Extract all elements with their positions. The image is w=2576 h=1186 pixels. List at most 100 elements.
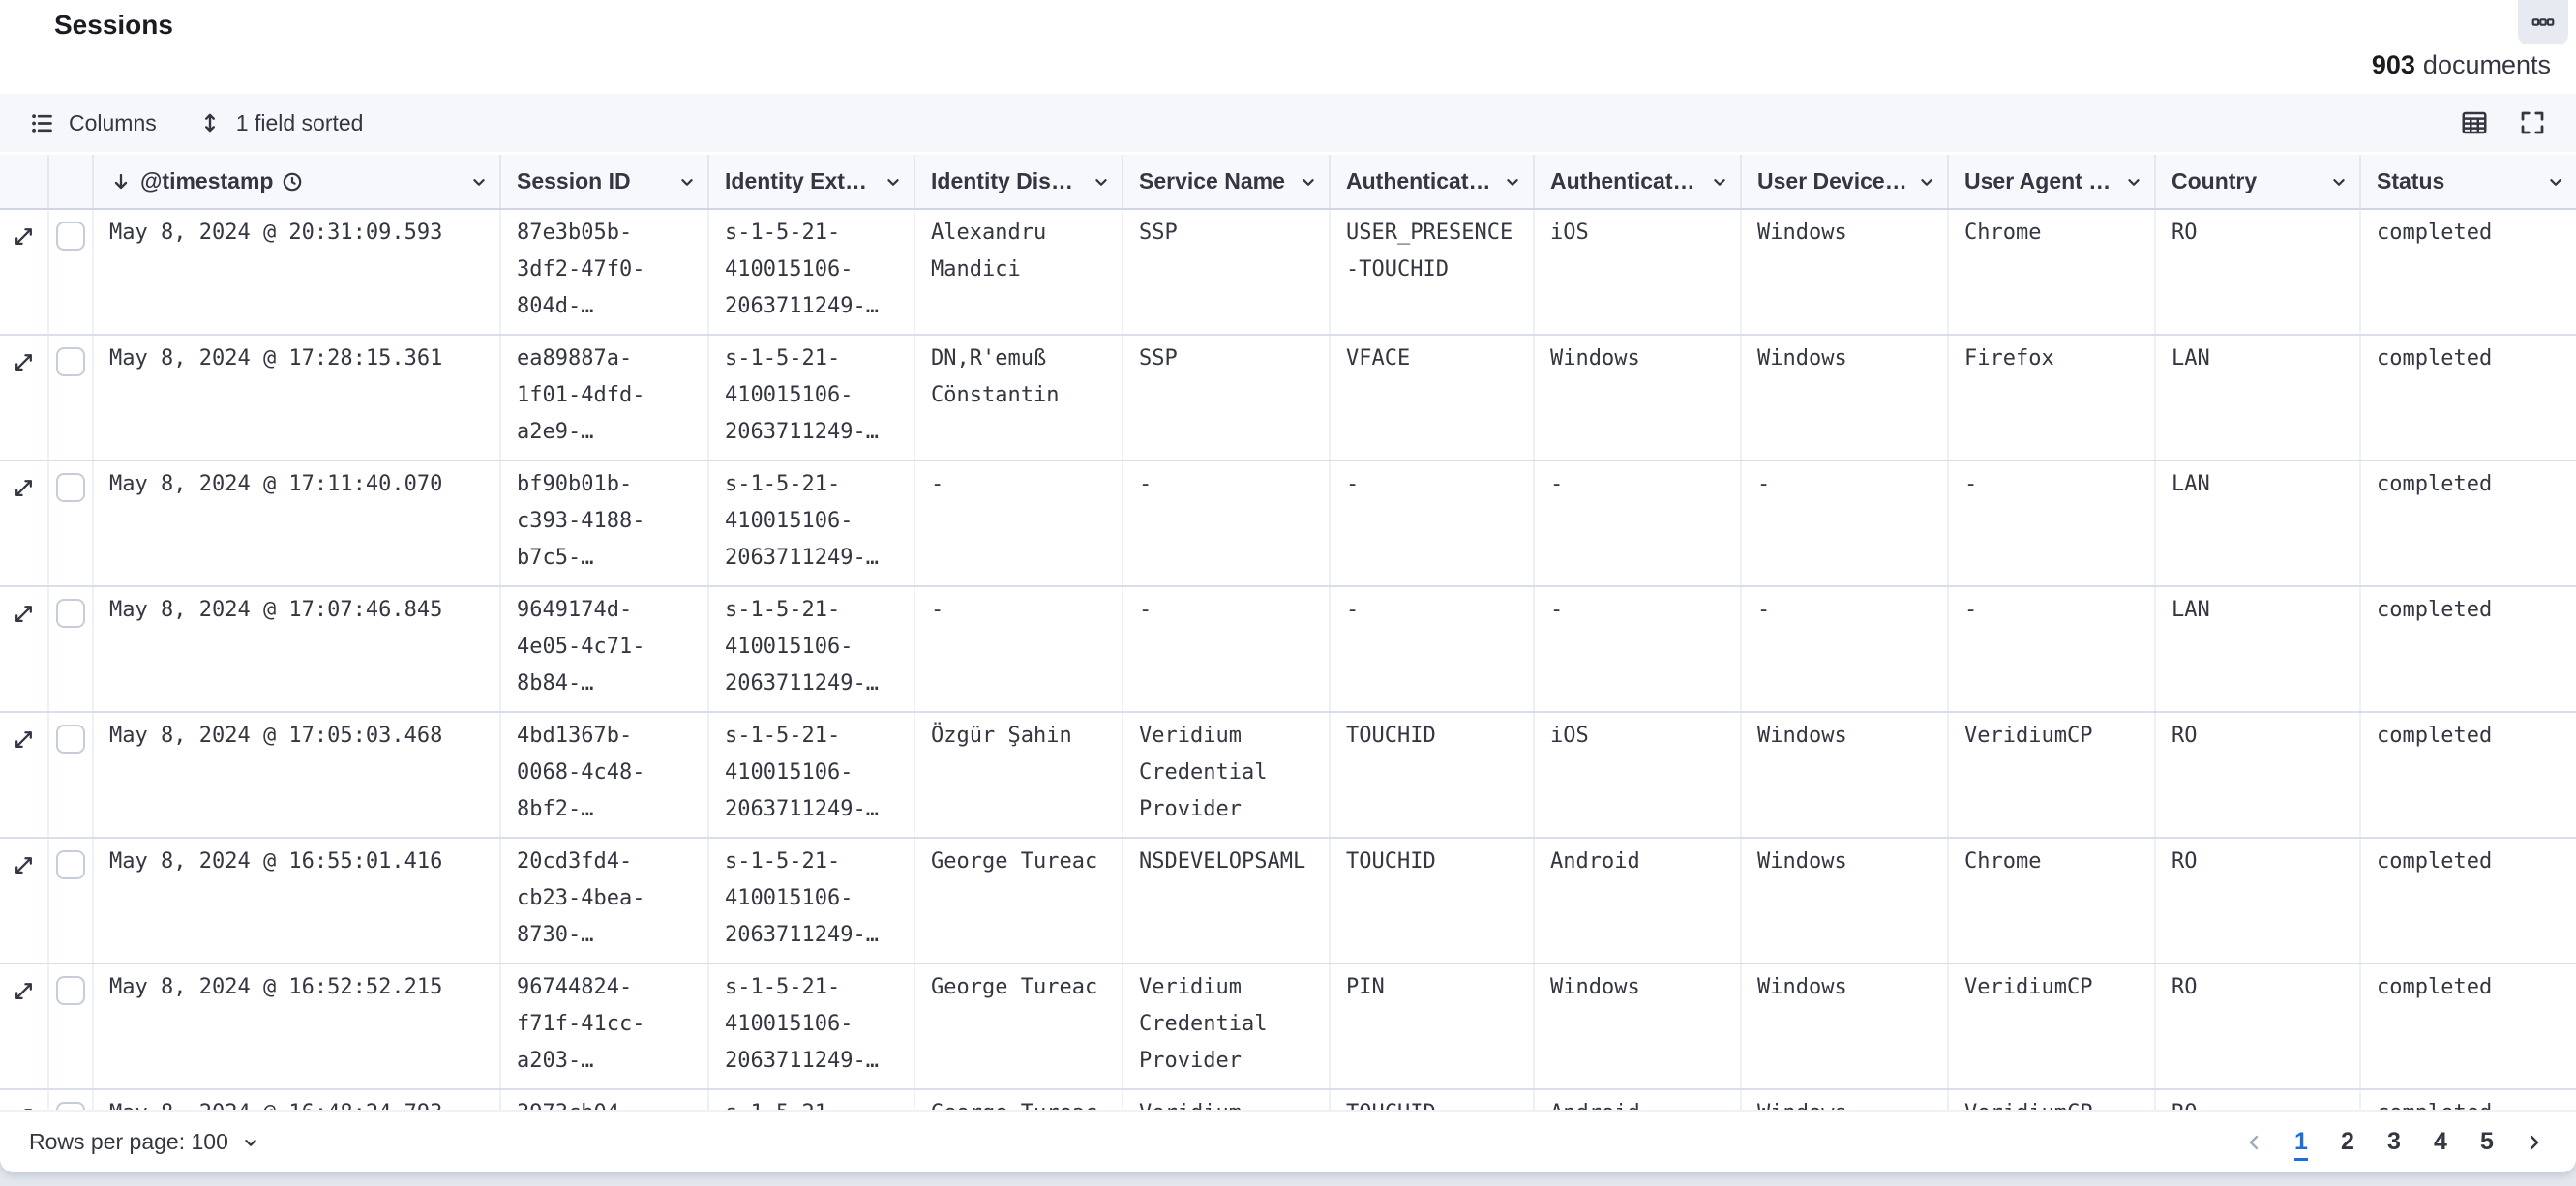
cell-status: completed (2377, 346, 2493, 371)
expand-row-button[interactable] (11, 347, 37, 376)
cell-timestamp: May 8, 2024 @ 17:28:15.361 (94, 336, 501, 460)
chevron-down-icon[interactable] (2545, 171, 2566, 193)
cell-status: completed (2377, 975, 2493, 999)
row-checkbox[interactable] (56, 976, 85, 1005)
fullscreen-button[interactable] (2518, 108, 2547, 137)
page-button-5[interactable]: 5 (2468, 1120, 2506, 1165)
header-identity-display[interactable]: Identity Dis… (915, 155, 1123, 208)
cell-authentication-2: Android (1535, 1090, 1742, 1110)
chevron-down-icon[interactable] (1709, 171, 1730, 193)
row-checkbox[interactable] (56, 850, 85, 879)
cell-identity-ext: s-1-5-21- 410015106- 2063711249-… (709, 1090, 915, 1110)
cell-authentication-2: iOS (1535, 713, 1742, 837)
expand-row-button[interactable] (11, 222, 37, 251)
expand-cell (0, 587, 49, 711)
cell-user-device: Windows (1742, 839, 1949, 963)
expand-row-button[interactable] (11, 599, 37, 628)
table-row: May 8, 2024 @ 17:11:40.070 bf90b01b- c39… (0, 461, 2576, 587)
cell-user-agent: Chrome (1949, 210, 2156, 334)
table-row: May 8, 2024 @ 20:31:09.593 87e3b05b- 3df… (0, 210, 2576, 336)
header-authentication-2[interactable]: Authenticat… (1535, 155, 1742, 208)
expand-cell (0, 461, 49, 585)
table-row: May 8, 2024 @ 17:05:03.468 4bd1367b- 006… (0, 713, 2576, 839)
cell-identity-ext: s-1-5-21- 410015106- 2063711249-… (709, 336, 915, 460)
expand-cell (0, 713, 49, 837)
chevron-down-icon[interactable] (468, 171, 490, 193)
cell-timestamp: May 8, 2024 @ 17:07:46.845 (94, 587, 501, 711)
row-checkbox[interactable] (56, 222, 85, 251)
row-checkbox[interactable] (56, 1102, 85, 1110)
table-row: May 8, 2024 @ 17:28:15.361 ea89887a- 1f0… (0, 336, 2576, 461)
expand-cell (0, 1090, 49, 1110)
row-checkbox[interactable] (56, 347, 85, 376)
cell-timestamp: May 8, 2024 @ 17:05:03.468 (94, 713, 501, 837)
cell-country: RO (2156, 210, 2361, 334)
header-country[interactable]: Country (2156, 155, 2361, 208)
header-user-agent[interactable]: User Agent … (1949, 155, 2156, 208)
cell-authentication-1: USER_PRESENCE -TOUCHID (1331, 210, 1535, 334)
panel-options-button[interactable] (2518, 0, 2568, 44)
page-button-3[interactable]: 3 (2375, 1120, 2413, 1165)
chevron-down-icon[interactable] (883, 171, 904, 193)
cell-country: RO (2156, 713, 2361, 837)
cell-service-name: - (1123, 587, 1331, 711)
chevron-down-icon[interactable] (2123, 171, 2144, 193)
chevron-down-icon[interactable] (1298, 171, 1319, 193)
cell-authentication-2: Android (1535, 839, 1742, 963)
fullscreen-icon (2521, 111, 2544, 134)
page-button-2[interactable]: 2 (2328, 1120, 2367, 1165)
chevron-down-icon[interactable] (2328, 171, 2350, 193)
cell-identity-display: - (915, 587, 1123, 711)
header-user-device[interactable]: User Device… (1742, 155, 1949, 208)
display-options-button[interactable] (2460, 108, 2489, 137)
cell-user-agent: Chrome (1949, 839, 2156, 963)
page-button-1[interactable]: 1 (2282, 1120, 2321, 1165)
header-checkbox-column (49, 155, 94, 208)
cell-user-device: - (1742, 461, 1949, 585)
chevron-down-icon[interactable] (1916, 171, 1937, 193)
header-identity-ext[interactable]: Identity Ext… (709, 155, 915, 208)
expand-row-button[interactable] (11, 473, 37, 502)
header-service-name[interactable]: Service Name (1123, 155, 1331, 208)
row-checkbox[interactable] (56, 599, 85, 628)
header-authentication-1[interactable]: Authenticat… (1331, 155, 1535, 208)
columns-button[interactable]: Columns (29, 110, 157, 136)
cell-status: completed (2377, 849, 2493, 874)
cell-user-agent: Firefox (1949, 336, 2156, 460)
next-page-button[interactable] (2514, 1131, 2553, 1154)
row-checkbox[interactable] (56, 473, 85, 502)
sort-fields-button[interactable]: 1 field sorted (197, 110, 363, 136)
page-button-4[interactable]: 4 (2421, 1120, 2460, 1165)
sort-down-icon (114, 173, 128, 189)
header-timestamp[interactable]: @timestamp (94, 155, 501, 208)
cell-session-id: bf90b01b- c393-4188- b7c5-… (501, 461, 709, 585)
chevron-down-icon[interactable] (676, 171, 698, 193)
cell-status: completed (2377, 221, 2493, 245)
chevron-down-icon[interactable] (1502, 171, 1523, 193)
expand-row-button[interactable] (11, 725, 37, 754)
cell-session-id: 96744824- f71f-41cc- a203-… (501, 964, 709, 1088)
cell-identity-ext: s-1-5-21- 410015106- 2063711249-… (709, 964, 915, 1088)
cell-authentication-2: - (1535, 461, 1742, 585)
grid-footer: Rows per page: 100 1 2 3 4 5 (0, 1110, 2576, 1172)
expand-row-button[interactable] (11, 1102, 37, 1110)
expand-row-button[interactable] (11, 976, 37, 1005)
cell-user-device: Windows (1742, 713, 1949, 837)
cell-authentication-2: - (1535, 587, 1742, 711)
cell-country: LAN (2156, 587, 2361, 711)
cell-user-device: Windows (1742, 336, 1949, 460)
table-density-icon (2462, 111, 2487, 134)
header-session-id[interactable]: Session ID (501, 155, 709, 208)
expand-row-button[interactable] (11, 850, 37, 879)
cell-user-device: Windows (1742, 210, 1949, 334)
rows-per-page-button[interactable]: Rows per page: 100 (29, 1129, 261, 1155)
chevron-down-icon[interactable] (1091, 171, 1112, 193)
table-row: May 8, 2024 @ 16:55:01.416 20cd3fd4- cb2… (0, 839, 2576, 964)
header-status[interactable]: Status (2361, 155, 2576, 208)
chevron-left-icon (2249, 1135, 2259, 1149)
checkbox-cell (49, 336, 94, 460)
row-checkbox[interactable] (56, 725, 85, 754)
cell-user-agent: - (1949, 461, 2156, 585)
cell-identity-display: Özgür Şahin (915, 713, 1123, 837)
